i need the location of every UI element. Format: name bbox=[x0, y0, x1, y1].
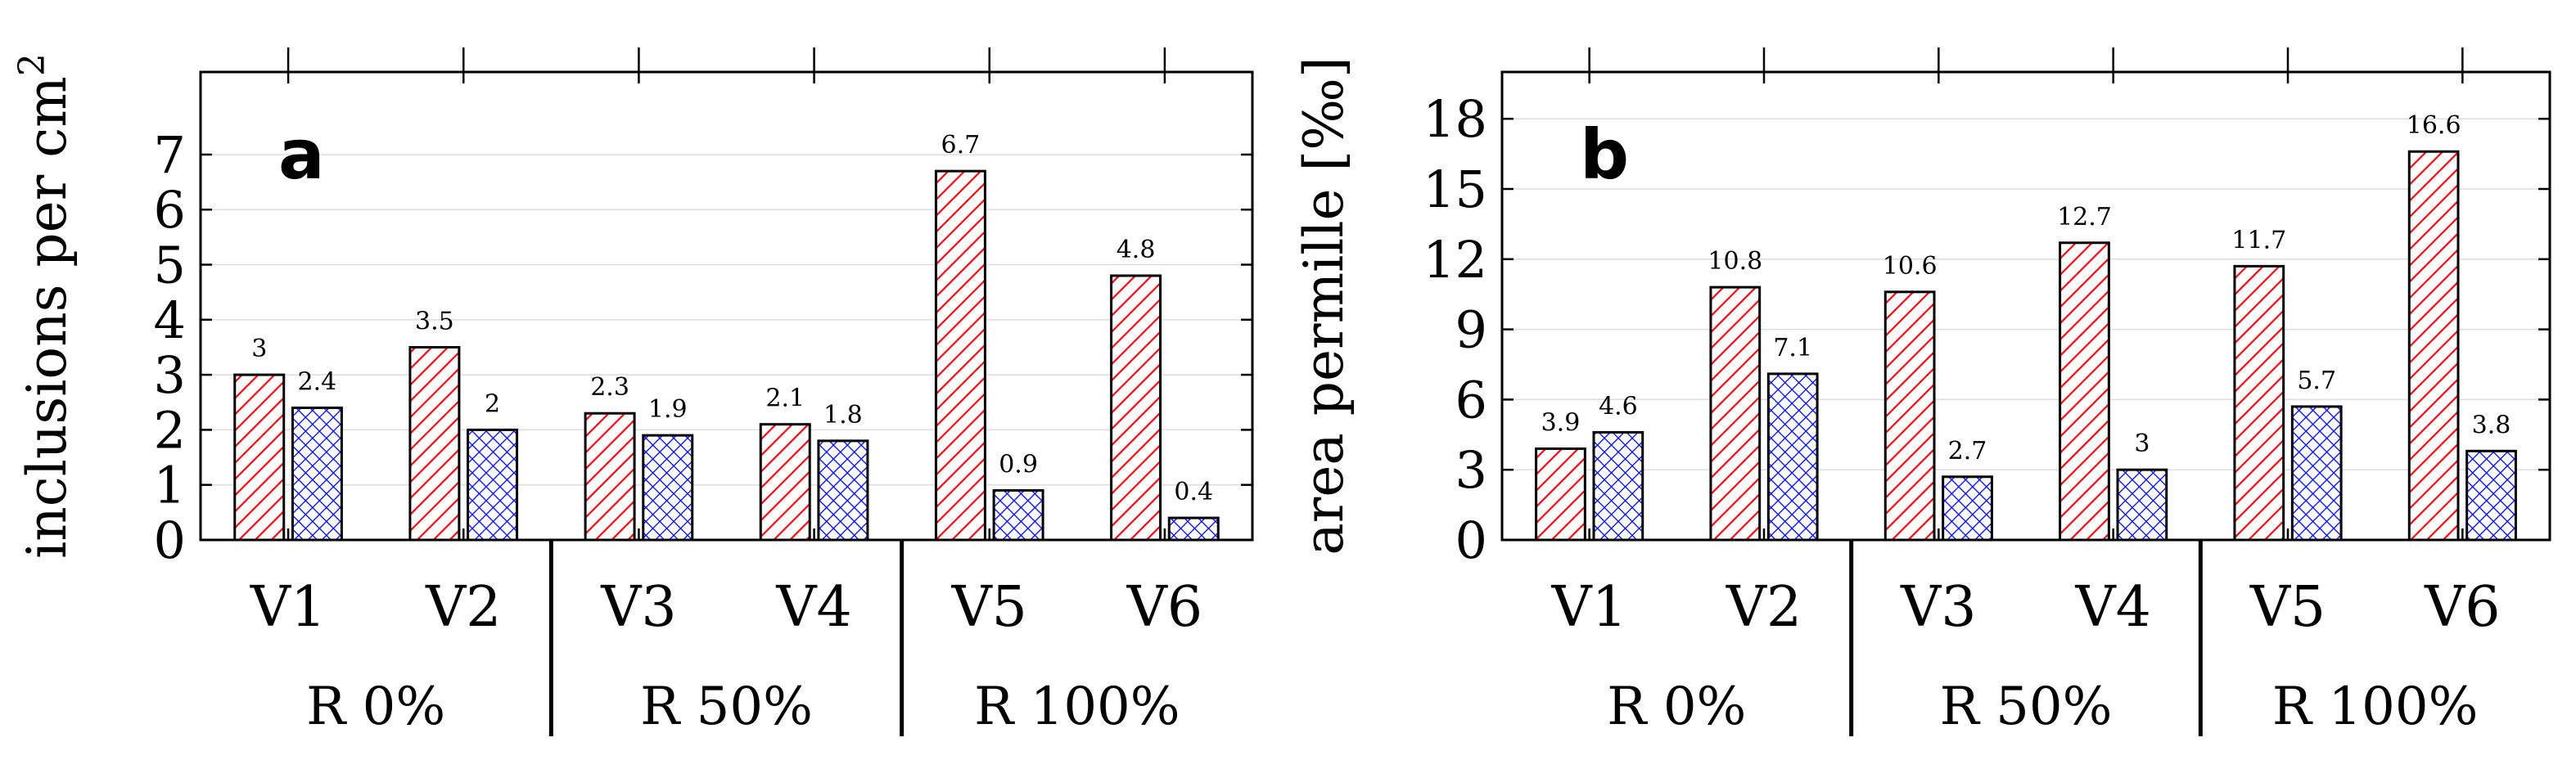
category-label: V2 bbox=[1726, 575, 1802, 640]
bar-v3-series-2 bbox=[1942, 475, 1993, 542]
bar-v5-series-1 bbox=[2233, 264, 2285, 542]
bar-v3-series-2 bbox=[642, 434, 694, 542]
y-tick-label: 6 bbox=[154, 180, 186, 240]
y-tick-label: 3 bbox=[154, 345, 186, 405]
bar-v4-series-2 bbox=[2116, 468, 2168, 542]
category-label: V3 bbox=[600, 575, 676, 640]
data-label: 2 bbox=[485, 389, 500, 418]
bar-v5-series-2 bbox=[2290, 405, 2343, 542]
y-tick-label: 0 bbox=[1455, 510, 1487, 570]
plot-frame bbox=[199, 70, 1254, 542]
bar-v4-series-2 bbox=[817, 439, 869, 542]
y-tick-label: 2 bbox=[154, 400, 186, 460]
bar-v1-series-1 bbox=[233, 373, 286, 542]
bar-v3-series-1 bbox=[584, 411, 636, 542]
group-label: R 0% bbox=[1607, 677, 1746, 737]
bar-v3-series-1 bbox=[1884, 290, 1936, 542]
group-label: R 0% bbox=[306, 677, 445, 737]
y-axis-label-text: inclusions per cm bbox=[16, 76, 79, 559]
data-label: 6.7 bbox=[941, 131, 981, 160]
bar-v6-series-2 bbox=[1167, 516, 1220, 542]
data-label: 2.4 bbox=[298, 367, 337, 396]
data-label: 10.6 bbox=[1883, 252, 1938, 281]
group-label: R 100% bbox=[2272, 677, 2479, 737]
category-label: V5 bbox=[2249, 575, 2326, 640]
data-label: 16.6 bbox=[2407, 111, 2461, 140]
chart-panel-a: 33.52.3 2.16.74.82.42 1.9 1.80.90.401234567… bbox=[11, 47, 1254, 737]
category-label: V1 bbox=[1550, 575, 1626, 640]
y-tick-label: 4 bbox=[154, 290, 186, 350]
data-label: 0.4 bbox=[1174, 478, 1213, 506]
data-label: 3 bbox=[251, 335, 267, 363]
y-tick-label: 0 bbox=[154, 510, 186, 570]
bar-v6-series-2 bbox=[2465, 449, 2517, 542]
data-label: 3 bbox=[2134, 429, 2150, 458]
category-label: V4 bbox=[2074, 575, 2150, 640]
y-tick-label: 6 bbox=[1455, 370, 1487, 429]
y-tick-label: 15 bbox=[1423, 160, 1487, 219]
data-label: 2.3 bbox=[590, 373, 629, 402]
data-label: 1.9 bbox=[648, 395, 688, 424]
group-label: R 50% bbox=[640, 677, 813, 737]
data-label: 3.9 bbox=[1541, 408, 1581, 437]
bar-v5-series-1 bbox=[934, 169, 986, 542]
y-axis-label-superscript: 2 bbox=[11, 53, 53, 76]
data-label: 7.1 bbox=[1773, 334, 1812, 362]
data-label: 2.1 bbox=[765, 384, 805, 413]
category-label: V6 bbox=[1126, 575, 1202, 640]
data-label: 4.8 bbox=[1117, 236, 1156, 264]
data-label: 0.9 bbox=[999, 450, 1038, 479]
bar-v2-series-1 bbox=[1709, 286, 1762, 542]
data-label: 5.7 bbox=[2297, 367, 2336, 395]
bar-v1-series-2 bbox=[1592, 430, 1644, 542]
data-label: 3.5 bbox=[415, 307, 454, 335]
y-axis-label-text: area permille [‰] bbox=[1293, 56, 1356, 555]
category-label: V2 bbox=[425, 575, 501, 640]
bar-v4-series-1 bbox=[759, 423, 811, 542]
y-axis-label: area permille [‰] bbox=[1293, 56, 1356, 555]
data-label: 4.6 bbox=[1599, 392, 1638, 420]
data-label: 3.8 bbox=[2472, 411, 2511, 439]
y-tick-label: 1 bbox=[154, 456, 186, 515]
bar-v2-series-2 bbox=[467, 428, 519, 542]
category-label: V1 bbox=[250, 575, 326, 640]
category-label: V5 bbox=[951, 575, 1027, 640]
y-tick-label: 9 bbox=[1455, 300, 1487, 360]
data-label: 10.8 bbox=[1708, 247, 1762, 276]
y-tick-label: 5 bbox=[154, 236, 186, 295]
bar-v4-series-1 bbox=[2059, 241, 2110, 542]
group-label: R 100% bbox=[974, 677, 1180, 737]
bar-v2-series-2 bbox=[1766, 372, 1819, 542]
data-label: 11.7 bbox=[2231, 226, 2286, 254]
group-label: R 50% bbox=[1940, 677, 2113, 737]
data-label: 1.8 bbox=[823, 401, 863, 429]
data-label: 12.7 bbox=[2057, 203, 2112, 232]
bar-v5-series-2 bbox=[992, 488, 1044, 542]
bar-v1-series-1 bbox=[1535, 447, 1586, 542]
y-tick-label: 3 bbox=[1455, 440, 1487, 500]
y-tick-label: 18 bbox=[1423, 89, 1487, 149]
data-label: 2.7 bbox=[1948, 437, 1987, 465]
panel-label: b bbox=[1580, 115, 1629, 195]
plot-frame bbox=[1500, 70, 2551, 542]
category-label: V4 bbox=[775, 575, 851, 640]
bar-v6-series-1 bbox=[2407, 150, 2460, 542]
bar-v2-series-1 bbox=[408, 345, 461, 542]
bar-v6-series-1 bbox=[1110, 274, 1162, 542]
y-axis-label: inclusions per cm2 bbox=[11, 53, 79, 559]
panel-label: a bbox=[278, 115, 325, 195]
category-label: V6 bbox=[2424, 575, 2500, 640]
y-tick-label: 12 bbox=[1423, 230, 1487, 290]
y-tick-label: 7 bbox=[154, 125, 186, 185]
chart-panel-b: 3.9 10.8 10.6 12.7 11.7 16.6 4.6 7.1 2.7 3 5.7 3.8 0… bbox=[1293, 47, 2551, 737]
bar-v1-series-2 bbox=[291, 406, 343, 542]
category-label: V3 bbox=[1900, 575, 1976, 640]
